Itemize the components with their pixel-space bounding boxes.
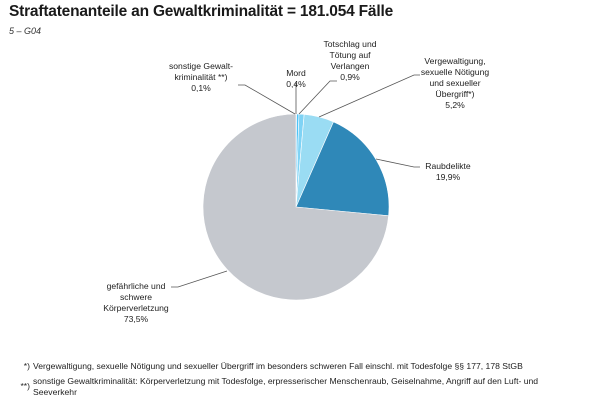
footnote-mark: *): [23, 361, 30, 371]
leader-line-sonstige: [238, 84, 296, 115]
footnote-mark: **): [20, 381, 30, 391]
leader-line-koerper: [171, 270, 228, 288]
footnote-text: sonstige Gewaltkriminalität: Körperverle…: [33, 376, 539, 386]
leader-line-totschlag: [298, 80, 337, 115]
label-vergewaltigung: Vergewaltigung, sexuelle Nötigung und se…: [420, 56, 490, 110]
label-mord: Mord 0,4%: [286, 68, 306, 89]
pie-slice-raub: [295, 121, 390, 217]
label-sonstige: sonstige Gewalt- kriminalität **) 0,1%: [168, 61, 233, 93]
footnote-text-continued: Seeverkehr: [33, 387, 77, 397]
label-raub: Raubdelikte 19,9%: [425, 161, 471, 182]
leader-lines: [171, 74, 420, 288]
chart-subtitle: 5 – G04: [9, 26, 42, 36]
label-koerper: gefährliche und schwere Körperverletzung…: [103, 281, 169, 324]
footnote-1: *) Vergewaltigung, sexuelle Nötigung und…: [0, 361, 605, 373]
leader-line-raub: [375, 158, 420, 168]
footnote-2: **) sonstige Gewaltkriminalität: Körperv…: [0, 376, 605, 400]
pie-slice-koerper: [202, 113, 389, 301]
leader-line-vergewaltigung: [318, 74, 420, 118]
footnote-text: Vergewaltigung, sexuelle Nötigung und se…: [33, 361, 523, 371]
chart-title: Straftatenanteile an Gewaltkriminalität …: [9, 3, 393, 20]
label-totschlag: Totschlag und Tötung auf Verlangen 0,9%: [323, 39, 377, 82]
pie-slices: [202, 113, 390, 301]
